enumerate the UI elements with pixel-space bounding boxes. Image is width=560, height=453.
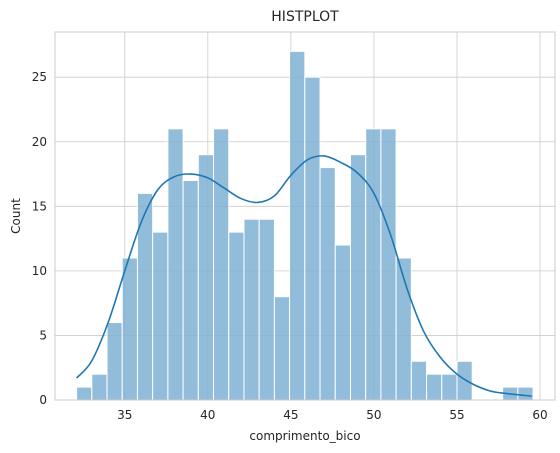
histogram-bar (106, 322, 123, 401)
histogram-bar (334, 244, 351, 401)
histogram-bar (182, 179, 199, 401)
y-axis-label: Count (9, 198, 23, 234)
histogram-bar (91, 373, 108, 401)
histogram-bar (410, 360, 428, 401)
histogram-bar (380, 128, 397, 401)
y-tick-label: 10 (32, 264, 47, 278)
chart-title: HISTPLOT (271, 9, 339, 25)
y-axis-ticks: 0 5 10 15 20 25 (32, 70, 47, 407)
histogram-bar (426, 373, 443, 401)
histogram-bar (273, 296, 291, 401)
x-tick-label: 45 (283, 408, 298, 422)
x-axis-label: comprimento_bico (249, 429, 360, 443)
y-tick-label: 25 (32, 70, 47, 84)
y-tick-label: 5 (39, 328, 47, 342)
histogram-bar (517, 386, 534, 401)
x-tick-label: 35 (117, 408, 132, 422)
x-tick-label: 40 (200, 408, 215, 422)
histogram-bar (441, 373, 458, 401)
histogram-bars (76, 50, 534, 401)
histogram-bar (258, 218, 275, 401)
histogram-bar (213, 128, 230, 401)
histogram-bar (197, 154, 215, 401)
histogram-bar (349, 154, 367, 401)
y-tick-label: 15 (32, 199, 47, 213)
histogram-bar (319, 167, 336, 401)
histogram-bar (304, 76, 321, 401)
histogram-bar (456, 360, 473, 401)
x-tick-label: 60 (532, 408, 547, 422)
histogram-bar (365, 128, 382, 401)
histogram-bar (76, 386, 93, 401)
kde-curve (75, 155, 532, 397)
histogram-bar (289, 50, 306, 401)
histogram-bar (228, 231, 245, 401)
y-tick-label: 20 (32, 135, 47, 149)
plot-frame (54, 31, 556, 401)
x-tick-label: 55 (449, 408, 464, 422)
histogram-bar (243, 218, 260, 401)
histogram-bar (167, 128, 184, 401)
y-tick-label: 0 (39, 393, 47, 407)
x-axis-ticks: 35 40 45 50 55 60 (117, 408, 548, 422)
x-tick-label: 50 (366, 408, 381, 422)
histogram-bar (121, 257, 138, 401)
histogram-bar (152, 231, 169, 401)
